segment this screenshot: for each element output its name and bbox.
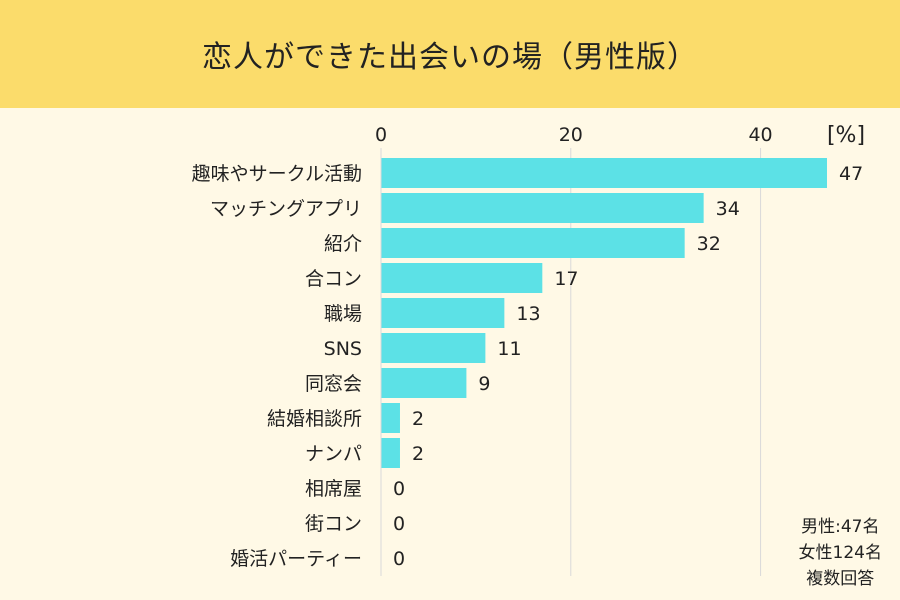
bar-0 [381, 158, 827, 188]
value-label-2: 32 [697, 233, 721, 255]
value-label-11: 0 [393, 548, 405, 570]
bar-1 [381, 193, 704, 223]
value-label-9: 0 [393, 478, 405, 500]
respondent-notes: 男性:47名 女性124名 複数回答 [799, 514, 882, 592]
note-male-count: 男性:47名 [801, 517, 880, 537]
value-label-1: 34 [716, 198, 740, 220]
category-label-7: 結婚相談所 [267, 408, 362, 430]
value-label-8: 2 [412, 443, 424, 465]
category-label-4: 職場 [324, 303, 362, 325]
x-tick-label-20: 20 [559, 124, 583, 146]
x-tick-label-40: 40 [748, 124, 772, 146]
category-label-0: 趣味やサークル活動 [192, 163, 362, 185]
category-label-2: 紹介 [324, 233, 362, 255]
category-label-3: 合コン [305, 268, 362, 290]
category-label-11: 婚活パーティー [230, 548, 362, 570]
x-axis-unit: [%] [827, 123, 865, 148]
category-label-1: マッチングアプリ [210, 198, 362, 220]
chart-title: 恋人ができた出会いの場（男性版） [202, 40, 698, 75]
value-label-10: 0 [393, 513, 405, 535]
value-label-0: 47 [839, 163, 863, 185]
category-label-9: 相席屋 [305, 478, 362, 500]
bar-3 [381, 263, 543, 293]
bar-4 [381, 298, 505, 328]
note-female-count: 女性124名 [798, 543, 882, 563]
value-label-6: 9 [478, 373, 490, 395]
bar-6 [381, 368, 467, 398]
category-label-10: 街コン [305, 513, 362, 535]
category-label-5: SNS [324, 338, 362, 360]
category-label-8: ナンパ [305, 443, 362, 465]
value-label-3: 17 [554, 268, 578, 290]
value-label-5: 11 [497, 338, 521, 360]
bar-5 [381, 333, 486, 363]
bar-2 [381, 228, 685, 258]
value-label-7: 2 [412, 408, 424, 430]
title-banner: 恋人ができた出会いの場（男性版） [0, 0, 900, 108]
x-tick-label-0: 0 [375, 124, 387, 146]
bar-8 [381, 438, 400, 468]
value-label-4: 13 [516, 303, 540, 325]
bar-7 [381, 403, 400, 433]
note-multiple-answers: 複数回答 [806, 569, 875, 589]
category-label-6: 同窓会 [305, 373, 362, 395]
